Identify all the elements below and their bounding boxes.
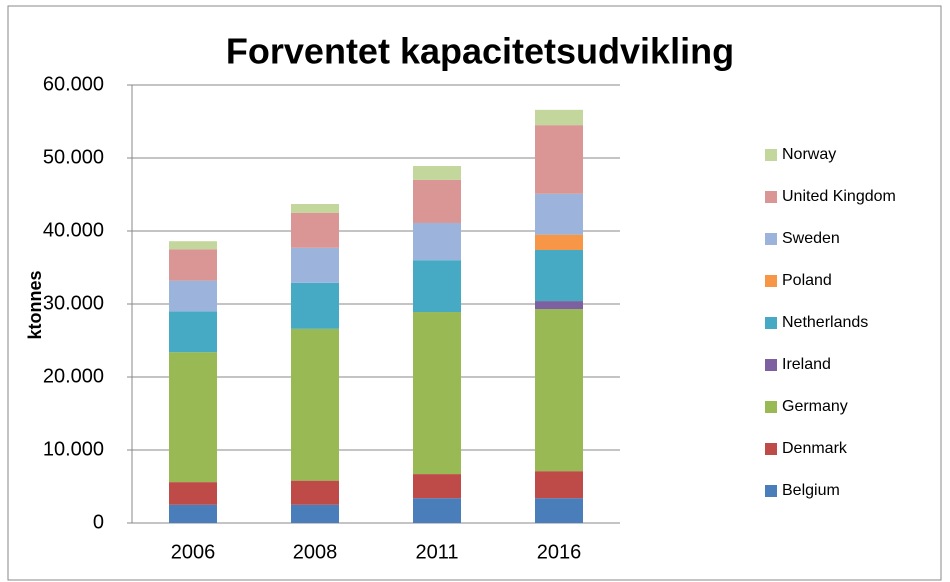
legend-label: Poland [782,272,832,289]
legend-swatch [765,233,777,245]
bar-segment [291,328,339,481]
bar-segment [169,249,217,281]
bar-segment [291,504,339,523]
y-tick-label: 0 [93,511,104,533]
y-tick-label: 20.000 [43,365,104,387]
legend-swatch [765,191,777,203]
y-tick-label: 10.000 [43,438,104,460]
bar-segment [535,249,583,302]
bar-segment [413,474,461,499]
legend-swatch [765,275,777,287]
legend-swatch [765,359,777,371]
x-tick-label: 2006 [171,541,216,563]
legend-swatch [765,317,777,329]
bar-segment [413,312,461,475]
bar-segment [291,247,339,283]
bar-segment [535,301,583,310]
bar-segment [169,311,217,353]
bar-segment [535,109,583,126]
legend-label: Sweden [782,230,840,247]
bar-segment [535,193,583,235]
bar-segment [169,504,217,523]
y-tick-label: 30.000 [43,292,104,314]
bar-segment [535,309,583,472]
y-tick-label: 60.000 [43,73,104,95]
y-axis-label: ktonnes [25,270,45,339]
y-tick-label: 50.000 [43,146,104,168]
chart-border [7,5,942,581]
legend-swatch [765,149,777,161]
bar-segment [169,241,217,250]
legend-swatch [765,485,777,497]
bar-segment [169,482,217,505]
legend-label: Norway [782,146,836,163]
bar-segment [535,234,583,250]
bar-segment [413,222,461,261]
bar-segment [291,212,339,248]
legend-label: Belgium [782,482,840,499]
bar-segment [413,498,461,523]
bar-segment [535,498,583,523]
bar-segment [535,125,583,194]
bar-segment [413,179,461,223]
bar-segment [291,203,339,213]
bar-segment [535,471,583,499]
legend-label: Netherlands [782,314,868,331]
x-tick-label: 2011 [415,541,458,563]
legend-label: Germany [782,398,848,415]
chart-title: Forventet kapacitetsudvikling [226,31,734,72]
legend-label: Denmark [782,440,848,457]
bar-segment [291,480,339,505]
legend-label: United Kingdom [782,188,896,205]
bar-segment [169,280,217,312]
bar-segment [413,166,461,180]
bar-segment [413,260,461,313]
x-tick-label: 2016 [537,541,582,563]
y-tick-label: 40.000 [43,219,104,241]
bar-segment [169,352,217,483]
legend-swatch [765,401,777,413]
bar-segment [291,282,339,329]
legend-label: Ireland [782,356,831,373]
x-tick-label: 2008 [293,541,338,563]
legend-swatch [765,443,777,455]
